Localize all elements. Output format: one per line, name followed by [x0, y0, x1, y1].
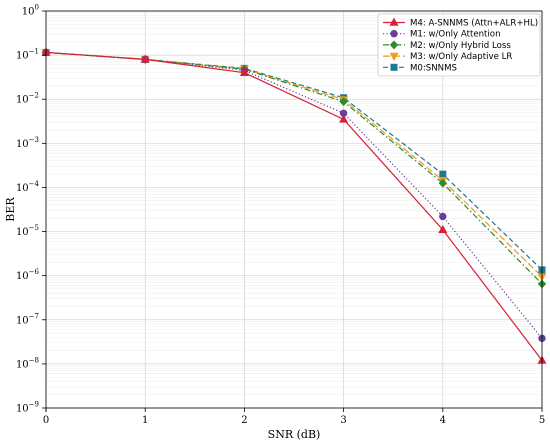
y-tick-exponent: −5	[29, 224, 39, 232]
legend-label: M4: A-SNNMS (Attn+ALR+HL)	[410, 19, 538, 29]
y-tick-base: 10	[16, 51, 29, 62]
y-tick-base: 10	[16, 271, 29, 282]
y-tick-base: 10	[16, 183, 29, 194]
y-tick-exponent: −6	[29, 268, 40, 276]
x-tick-label: 0	[43, 415, 49, 426]
y-tick-label: 10−1	[16, 48, 39, 62]
x-axis-label: SNR (dB)	[268, 428, 321, 441]
legend-item: M3: w/Only Adaptive LR	[383, 52, 512, 62]
y-tick-exponent: −4	[29, 180, 40, 188]
y-tick-exponent: 0	[35, 4, 39, 12]
legend-marker	[390, 30, 398, 38]
legend-label: M1: w/Only Attention	[410, 30, 501, 40]
plot-frame	[45, 10, 543, 409]
y-tick-exponent: −8	[29, 356, 39, 364]
y-tick-base: 10	[16, 227, 29, 238]
y-tick-base: 10	[16, 95, 29, 106]
series	[41, 49, 547, 282]
legend-marker	[389, 17, 399, 26]
series	[42, 48, 546, 274]
y-tick-base: 10	[22, 7, 35, 18]
y-tick-label: 10−9	[16, 401, 39, 415]
legend: M4: A-SNNMS (Attn+ALR+HL)M1: w/Only Atte…	[377, 13, 541, 77]
y-tick-label: 10−4	[16, 180, 40, 194]
y-tick-exponent: −1	[29, 48, 39, 56]
data-point	[438, 224, 448, 234]
ticks-layer: 0 1 2 3 4 510010−110−210−310−410−510−610−710−…	[16, 4, 545, 427]
y-tick-label: 10−8	[16, 356, 39, 370]
y-tick-label: 10−7	[16, 312, 39, 326]
series-line	[45, 51, 543, 285]
x-tick-label: 5	[539, 415, 545, 426]
data-point	[439, 170, 447, 178]
series-layer	[41, 47, 547, 364]
y-tick-label: 100	[22, 4, 39, 18]
y-tick-base: 10	[16, 315, 29, 326]
legend-label: M2: w/Only Hybrid Loss	[410, 41, 511, 51]
data-point	[140, 54, 150, 63]
data-point	[438, 178, 448, 188]
legend-item: M4: A-SNNMS (Attn+ALR+HL)	[383, 17, 538, 29]
y-tick-exponent: −9	[29, 401, 39, 409]
series-line	[45, 51, 543, 361]
y-axis-label: BER	[4, 197, 17, 222]
legend-label: M3: w/Only Adaptive LR	[410, 52, 512, 62]
data-point	[439, 212, 447, 221]
legend-item: M1: w/Only Attention	[383, 30, 501, 40]
y-tick-exponent: −2	[29, 92, 39, 100]
x-tick-label: 2	[241, 415, 247, 426]
x-tick-label: 4	[440, 415, 446, 426]
grid	[45, 10, 543, 409]
legend-label: M0:SNNMS	[410, 63, 457, 73]
series	[42, 48, 546, 343]
series	[41, 47, 547, 364]
y-tick-exponent: −3	[29, 136, 39, 144]
legend-item: M2: w/Only Hybrid Loss	[383, 40, 511, 51]
data-point	[239, 67, 249, 76]
y-tick-label: 10−5	[16, 224, 39, 238]
legend-marker	[390, 63, 398, 71]
legend-item: M0:SNNMS	[383, 63, 457, 73]
y-tick-label: 10−3	[16, 136, 39, 150]
y-tick-label: 10−2	[16, 92, 39, 106]
x-tick-label: 3	[340, 415, 346, 426]
legend-marker	[389, 52, 399, 61]
legend-box	[377, 13, 541, 77]
x-tick-label: 1	[142, 415, 148, 426]
y-tick-label: 10−6	[16, 268, 40, 282]
data-point	[339, 97, 348, 107]
data-point	[339, 114, 349, 123]
legend-marker	[389, 40, 399, 50]
y-tick-base: 10	[16, 139, 29, 150]
y-tick-base: 10	[16, 404, 29, 415]
y-tick-base: 10	[16, 359, 29, 370]
series-line	[45, 51, 543, 339]
y-tick-exponent: −7	[29, 312, 39, 320]
